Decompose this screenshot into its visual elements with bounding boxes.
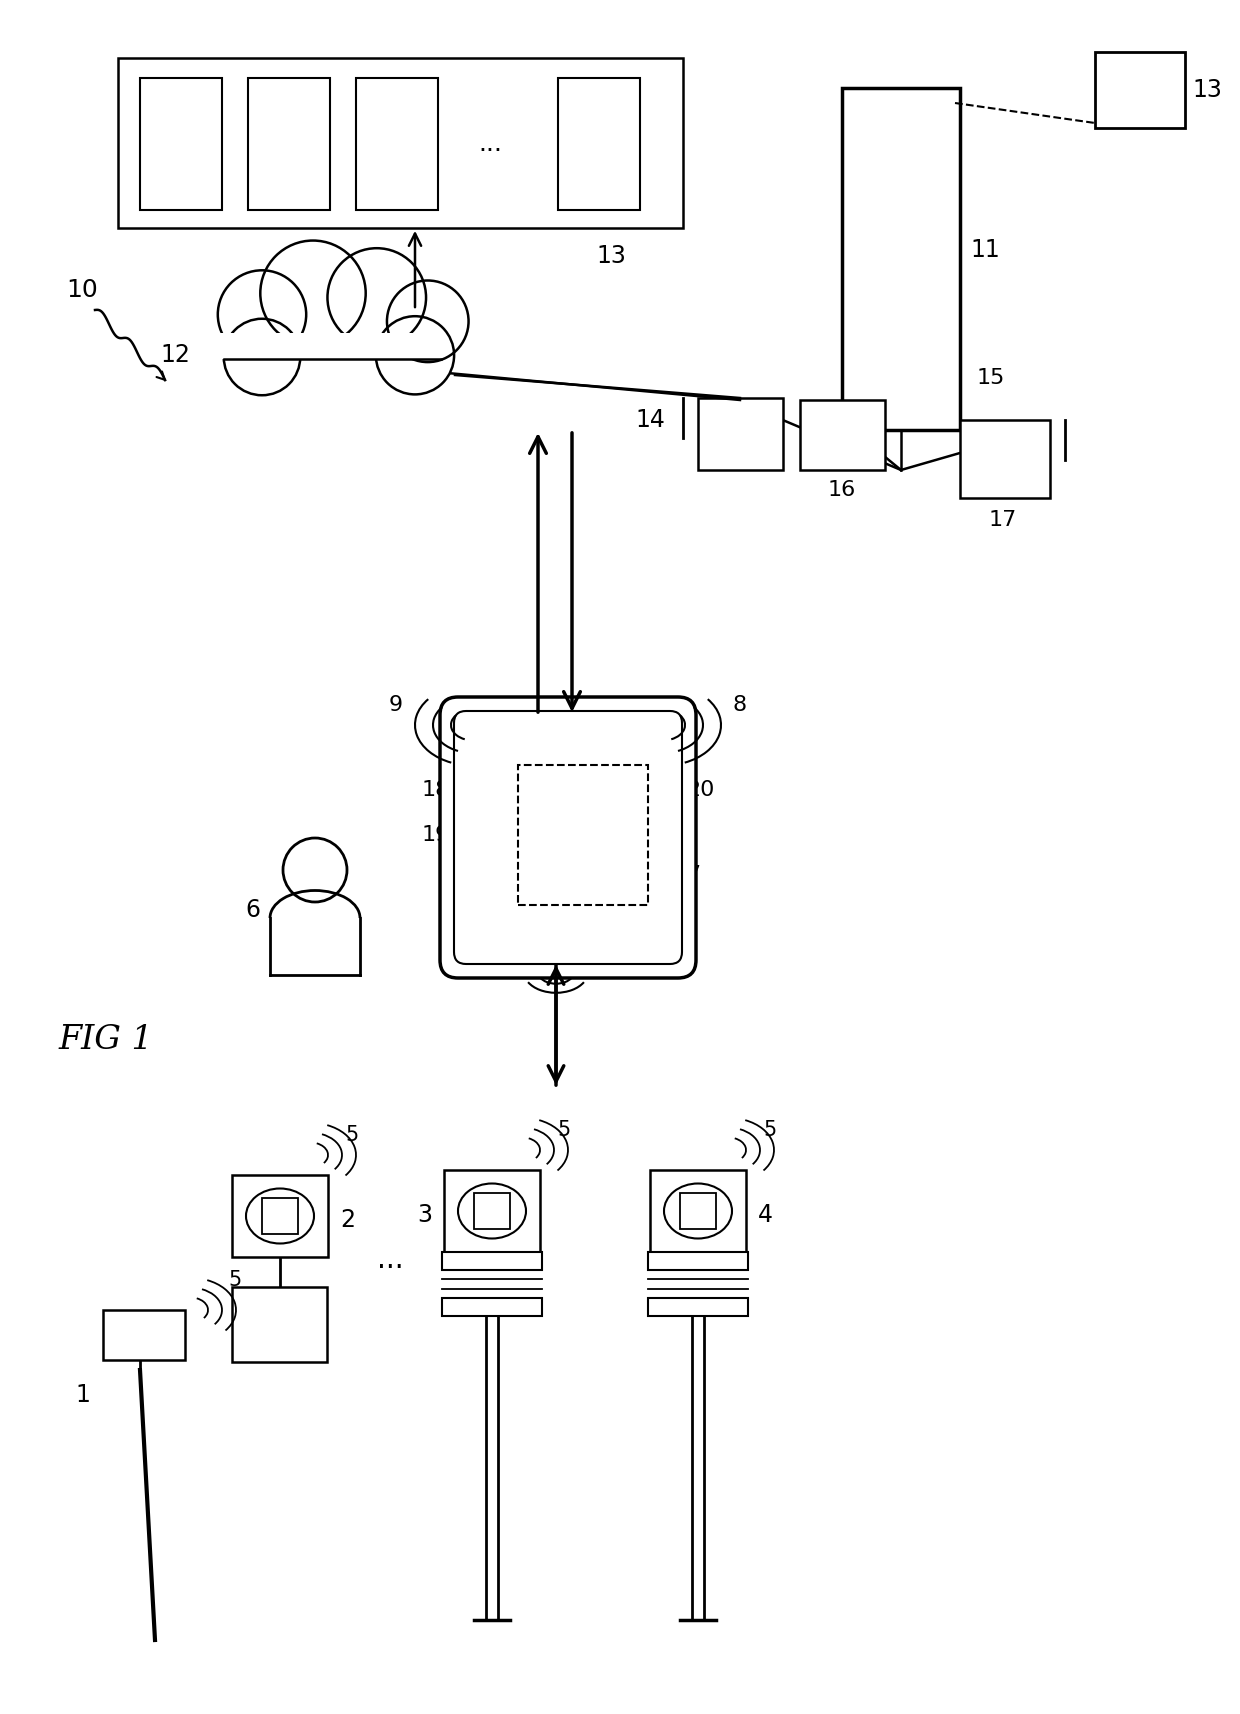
Text: 12: 12 bbox=[160, 343, 190, 367]
Text: 3: 3 bbox=[417, 1203, 432, 1227]
Text: 13: 13 bbox=[1192, 79, 1221, 103]
FancyBboxPatch shape bbox=[649, 1251, 748, 1270]
Text: 15: 15 bbox=[977, 369, 1006, 387]
Circle shape bbox=[223, 319, 300, 396]
Polygon shape bbox=[103, 1309, 140, 1359]
FancyBboxPatch shape bbox=[842, 87, 960, 430]
Circle shape bbox=[260, 240, 366, 346]
FancyBboxPatch shape bbox=[441, 1251, 542, 1270]
Text: ...: ... bbox=[477, 132, 502, 156]
FancyBboxPatch shape bbox=[960, 420, 1050, 499]
Text: 9: 9 bbox=[389, 694, 403, 715]
Circle shape bbox=[387, 281, 469, 362]
Ellipse shape bbox=[246, 1188, 314, 1243]
FancyBboxPatch shape bbox=[650, 1171, 746, 1251]
Ellipse shape bbox=[458, 1183, 526, 1239]
FancyBboxPatch shape bbox=[680, 1193, 715, 1229]
FancyBboxPatch shape bbox=[232, 1176, 329, 1256]
Circle shape bbox=[376, 315, 454, 394]
Text: 6: 6 bbox=[246, 898, 260, 922]
FancyBboxPatch shape bbox=[441, 1297, 542, 1316]
Text: 1: 1 bbox=[76, 1383, 91, 1407]
Text: 20: 20 bbox=[686, 780, 714, 800]
FancyBboxPatch shape bbox=[356, 79, 438, 211]
Circle shape bbox=[327, 249, 427, 346]
Text: 2: 2 bbox=[340, 1208, 355, 1232]
Text: 5: 5 bbox=[497, 955, 511, 975]
FancyBboxPatch shape bbox=[232, 1287, 327, 1363]
Text: ...: ... bbox=[377, 1246, 403, 1274]
FancyBboxPatch shape bbox=[800, 399, 885, 470]
FancyBboxPatch shape bbox=[1095, 51, 1185, 129]
FancyBboxPatch shape bbox=[649, 1297, 748, 1316]
FancyBboxPatch shape bbox=[444, 1171, 539, 1251]
FancyBboxPatch shape bbox=[474, 1193, 510, 1229]
Text: 16: 16 bbox=[828, 480, 856, 500]
Circle shape bbox=[283, 838, 347, 902]
FancyBboxPatch shape bbox=[140, 79, 222, 211]
Text: FIG 1: FIG 1 bbox=[58, 1023, 153, 1056]
FancyBboxPatch shape bbox=[698, 398, 782, 470]
FancyBboxPatch shape bbox=[219, 333, 424, 358]
Polygon shape bbox=[103, 1309, 185, 1359]
FancyBboxPatch shape bbox=[518, 764, 649, 905]
Text: 8: 8 bbox=[733, 694, 748, 715]
Text: 5: 5 bbox=[345, 1124, 358, 1145]
Text: 19: 19 bbox=[422, 824, 450, 845]
Text: 5: 5 bbox=[763, 1119, 776, 1140]
Text: 18: 18 bbox=[422, 780, 450, 800]
Text: 17: 17 bbox=[988, 511, 1017, 530]
Text: 13: 13 bbox=[596, 243, 626, 267]
Text: 5: 5 bbox=[228, 1270, 242, 1291]
FancyBboxPatch shape bbox=[262, 1198, 298, 1234]
Text: 7: 7 bbox=[686, 866, 701, 884]
Text: 10: 10 bbox=[66, 278, 98, 302]
Ellipse shape bbox=[663, 1183, 732, 1239]
Circle shape bbox=[218, 271, 306, 358]
Text: 14: 14 bbox=[635, 408, 665, 432]
Text: 5: 5 bbox=[557, 1119, 570, 1140]
FancyBboxPatch shape bbox=[454, 711, 682, 963]
Text: 11: 11 bbox=[970, 238, 999, 262]
FancyBboxPatch shape bbox=[440, 698, 696, 979]
FancyBboxPatch shape bbox=[558, 79, 640, 211]
FancyBboxPatch shape bbox=[248, 79, 330, 211]
FancyBboxPatch shape bbox=[118, 58, 683, 228]
Text: 4: 4 bbox=[758, 1203, 773, 1227]
